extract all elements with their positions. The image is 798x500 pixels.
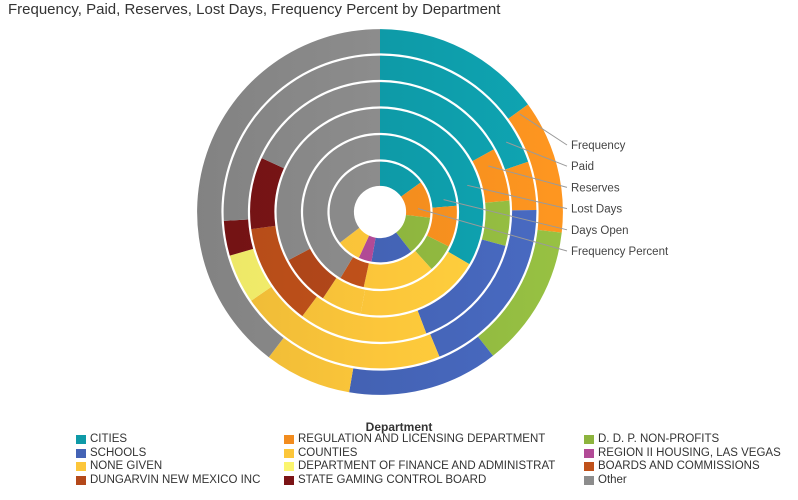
ring-label-lost-days: Lost Days xyxy=(571,204,622,216)
legend-swatch xyxy=(284,448,294,458)
ring-label-paid: Paid xyxy=(571,161,594,173)
ring-label-leader-reserves xyxy=(488,165,568,188)
ring-label-leader-frequency xyxy=(519,113,568,146)
segment-reserves-d-d-p-non-profits[interactable] xyxy=(481,200,510,246)
segment-reserves-schools[interactable] xyxy=(417,239,506,334)
segment-frequency-percent-other[interactable] xyxy=(329,161,380,243)
legend-swatch xyxy=(584,462,594,471)
segment-frequency-percent-regulation-and-licensing-department[interactable] xyxy=(401,182,431,218)
segment-paid-state-gaming-control-board[interactable] xyxy=(223,219,254,256)
legend-label: STATE GAMING CONTROL BOARD xyxy=(298,473,487,486)
segment-frequency-cities[interactable] xyxy=(380,29,528,119)
segment-frequency-regulation-and-licensing-department[interactable] xyxy=(508,104,563,233)
legend-label: Other xyxy=(598,473,627,486)
legend-swatch xyxy=(76,435,86,444)
legend-label: BOARDS AND COMMISSIONS xyxy=(598,460,760,472)
segment-reserves-state-gaming-control-board[interactable] xyxy=(250,158,284,230)
segment-frequency-percent-d-d-p-non-profits[interactable] xyxy=(396,214,431,252)
legend-swatch xyxy=(76,462,86,471)
legend-label: SCHOOLS xyxy=(90,446,147,459)
donut-chart: Frequency Paid Reserves Lost Days Days Open F… xyxy=(197,29,669,395)
legend-swatch xyxy=(584,448,594,458)
segment-days-open-other[interactable] xyxy=(303,135,380,278)
legend-label: DEPARTMENT OF FINANCE AND ADMINISTRAT xyxy=(298,460,556,472)
segment-days-open-d-d-p-non-profits[interactable] xyxy=(415,235,449,270)
ring-label-leader-paid xyxy=(505,141,568,167)
segment-reserves-counties[interactable] xyxy=(302,296,427,342)
legend-swatch xyxy=(284,435,294,444)
ring-label-leader-frequency-percent xyxy=(417,208,568,252)
segment-lost-days-other[interactable] xyxy=(276,108,380,261)
segment-frequency-none-given[interactable] xyxy=(268,337,354,393)
ring-label-frequency: Frequency xyxy=(571,140,626,152)
segment-reserves-cities[interactable] xyxy=(380,82,494,162)
segment-frequency-d-d-p-non-profits[interactable] xyxy=(477,229,562,356)
legend-label: REGULATION AND LICENSING DEPARTMENT xyxy=(298,433,546,445)
segment-reserves-regulation-and-licensing-department[interactable] xyxy=(472,149,510,203)
legend-label: REGION II HOUSING, LAS VEGAS xyxy=(598,446,781,459)
legend-label: CITIES xyxy=(90,433,128,445)
segment-lost-days-cities[interactable] xyxy=(380,108,484,265)
ring-label-leader-days-open xyxy=(443,199,568,231)
legend-label: DUNGARVIN NEW MEXICO INC xyxy=(90,473,261,486)
segment-paid-other[interactable] xyxy=(223,55,380,221)
segment-frequency-other[interactable] xyxy=(197,29,380,358)
legend-label: D. D. P. NON-PROFITS xyxy=(598,433,720,445)
segment-paid-cities[interactable] xyxy=(380,55,529,170)
legend: CITIES REGULATION AND LICENSING DEPARTMEN… xyxy=(76,433,798,493)
segment-frequency-percent-region-ii-housing-las-vegas[interactable] xyxy=(358,235,376,262)
ring-label-reserves: Reserves xyxy=(571,182,620,194)
segment-lost-days-dungarvin-new-mexico-inc[interactable] xyxy=(288,248,337,299)
segment-frequency-percent-none-given[interactable] xyxy=(339,227,370,258)
segment-days-open-cities[interactable] xyxy=(380,135,457,208)
ring-labels: Frequency Paid Reserves Lost Days Days Open F… xyxy=(417,113,669,258)
chart-title: Frequency, Paid, Reserves, Lost Days, Fr… xyxy=(8,1,501,18)
ring-label-days-open: Days Open xyxy=(571,225,629,237)
chart-segments xyxy=(197,29,563,395)
ring-label-leader-lost-days xyxy=(467,184,568,210)
segment-frequency-percent-schools[interactable] xyxy=(371,232,412,263)
legend-swatch xyxy=(284,462,294,471)
legend-swatch xyxy=(284,475,294,485)
segment-days-open-none-given[interactable] xyxy=(363,251,432,289)
segment-frequency-schools[interactable] xyxy=(349,336,494,395)
segment-paid-schools[interactable] xyxy=(430,210,537,357)
segment-frequency-percent-cities[interactable] xyxy=(380,161,421,197)
legend-swatch xyxy=(584,435,594,444)
segment-reserves-other[interactable] xyxy=(261,82,380,169)
segment-lost-days-counties[interactable] xyxy=(360,251,470,316)
ring-label-frequency-percent: Frequency Percent xyxy=(571,246,669,258)
legend-label: COUNTIES xyxy=(298,446,358,459)
segment-days-open-regulation-and-licensing-department[interactable] xyxy=(427,205,457,247)
legend-swatch xyxy=(76,475,86,485)
segment-paid-counties[interactable] xyxy=(251,286,440,369)
legend-swatch xyxy=(76,448,86,458)
legend-swatch xyxy=(584,475,594,485)
legend-label: NONE GIVEN xyxy=(90,460,163,472)
legend-title: Department xyxy=(365,420,433,434)
segment-reserves-boards-and-commissions[interactable] xyxy=(251,225,317,317)
segment-lost-days-none-given[interactable] xyxy=(322,277,366,314)
segment-paid-department-of-finance-and-administrat[interactable] xyxy=(229,248,272,301)
segment-paid-regulation-and-licensing-department[interactable] xyxy=(505,161,537,211)
segment-days-open-boards-and-commissions[interactable] xyxy=(340,257,369,288)
